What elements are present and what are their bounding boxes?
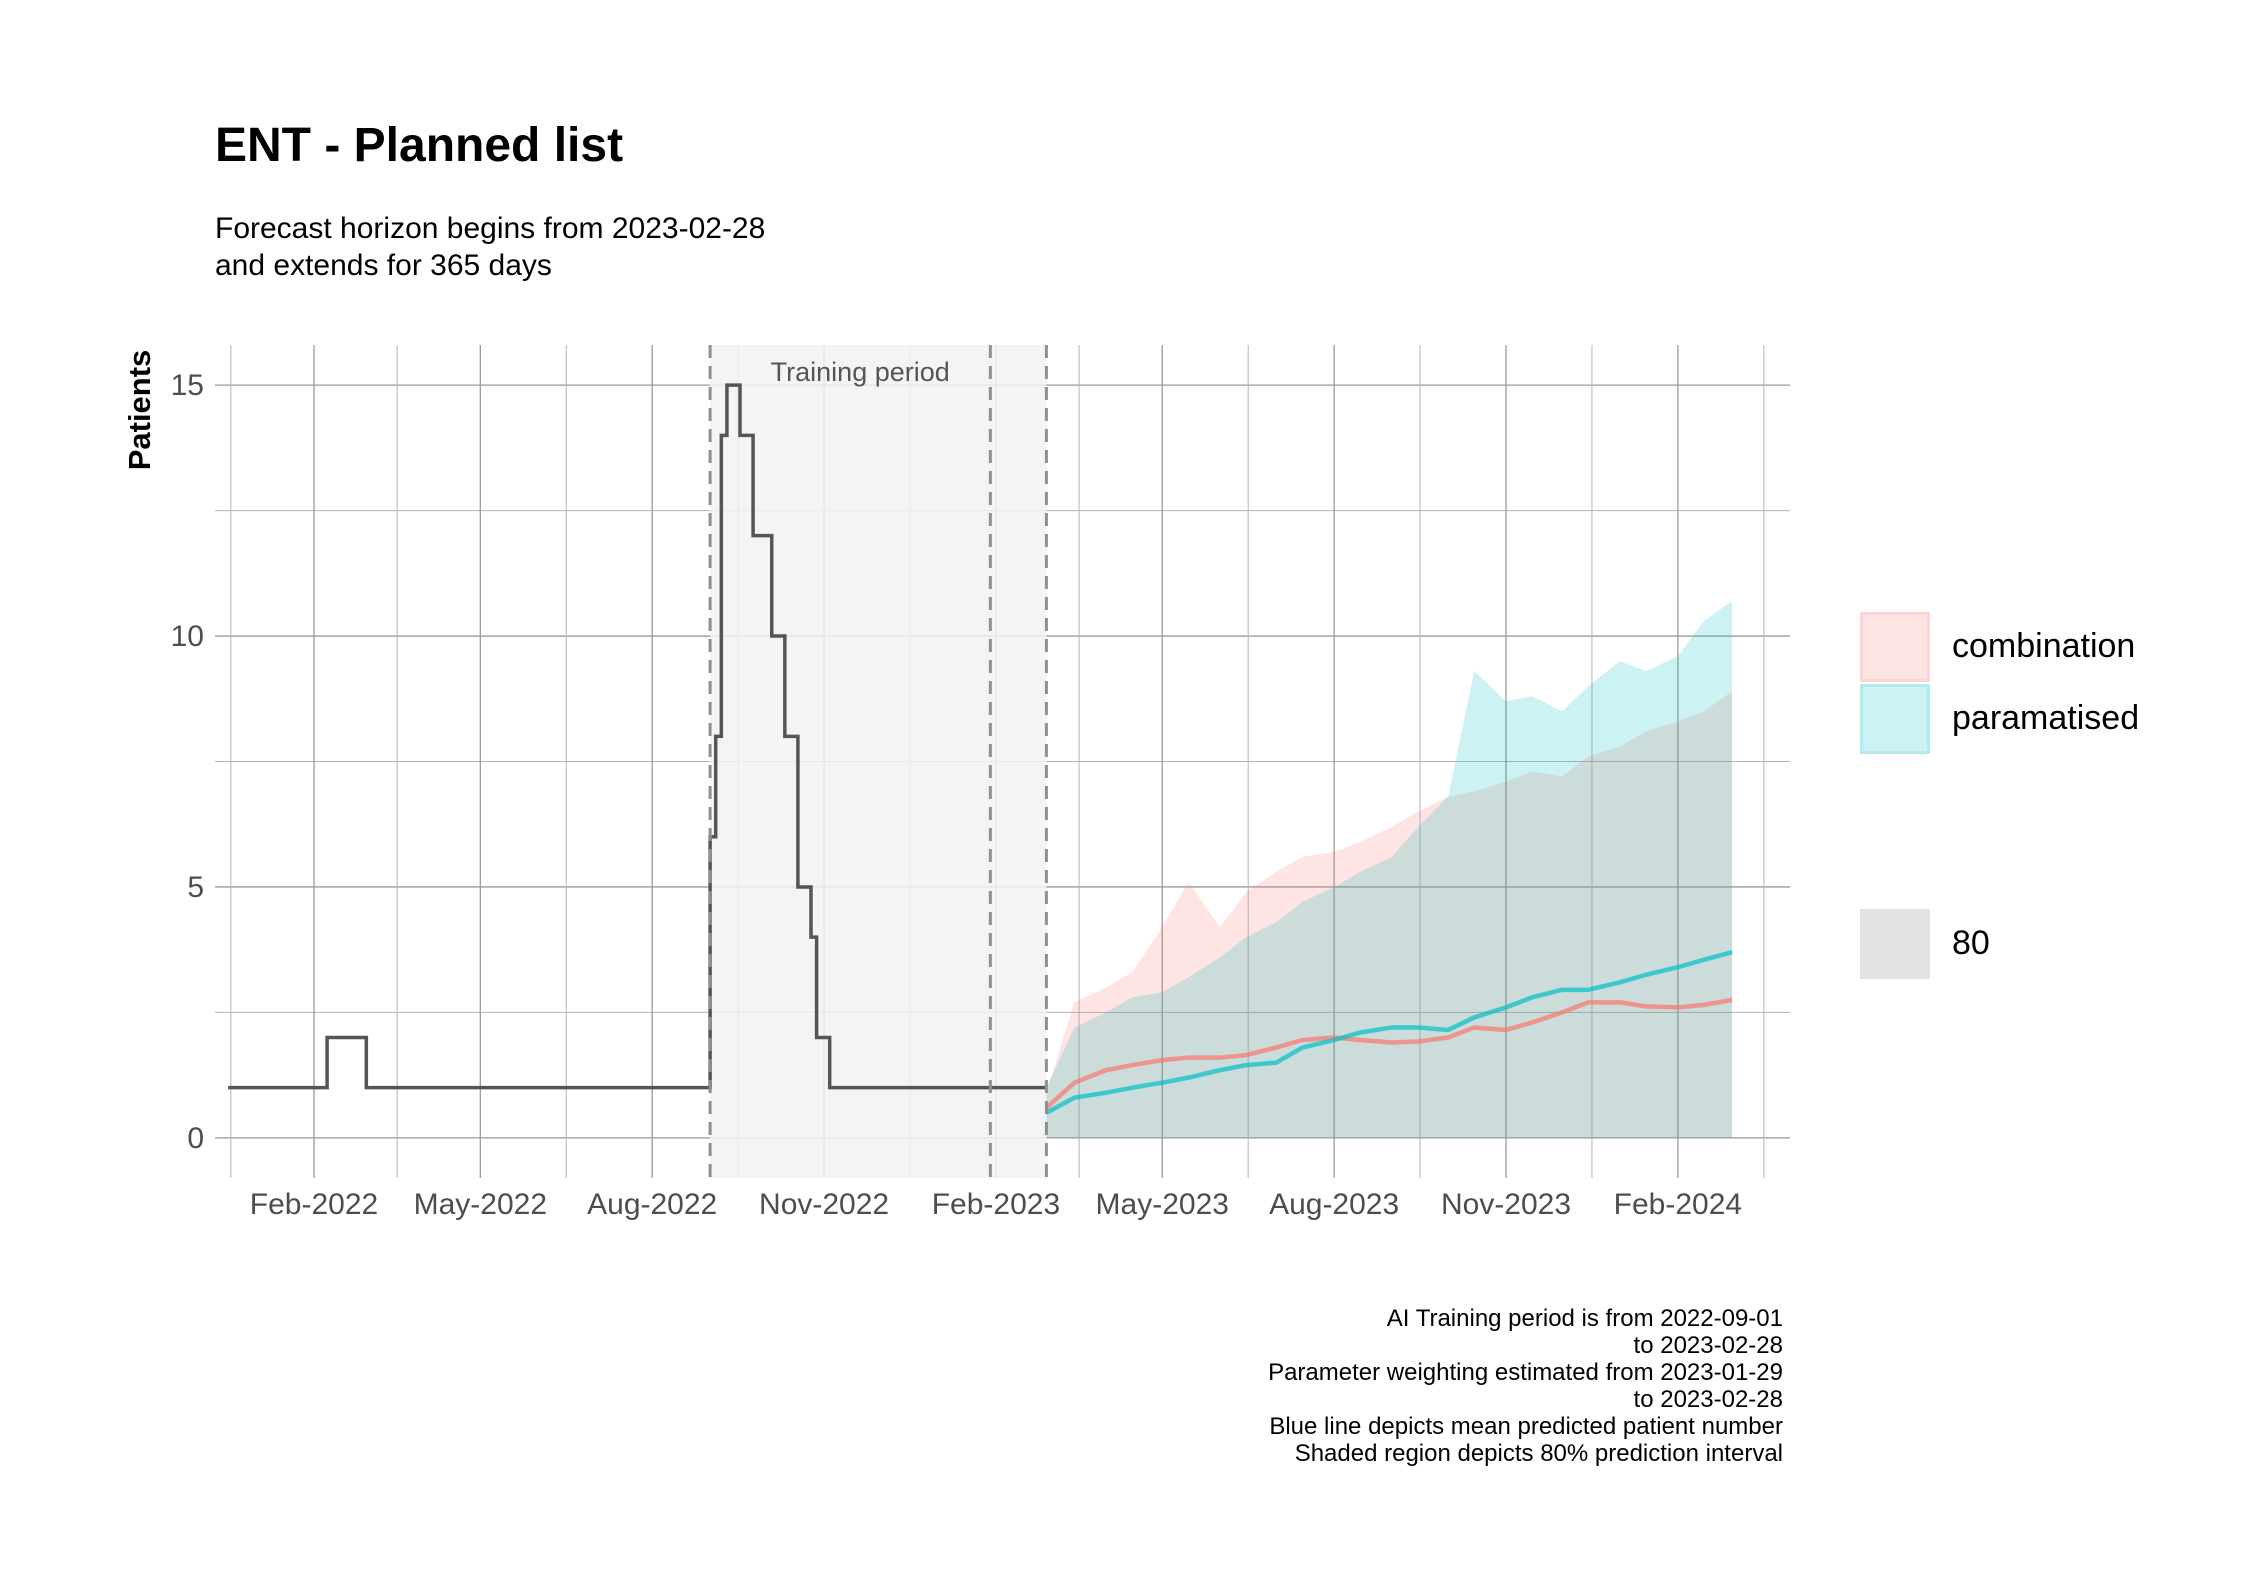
y-axis-ticks: 0 5 10 15 <box>171 369 204 1155</box>
y-tick-label: 5 <box>187 871 204 904</box>
x-tick-label: Feb-2024 <box>1614 1188 1742 1221</box>
legend-label-interval: 80 <box>1952 924 1990 962</box>
y-axis-label: Patients <box>122 350 157 471</box>
interval-band-paramatised <box>1046 600 1733 1138</box>
y-tick-label: 0 <box>187 1122 204 1155</box>
x-tick-label: Nov-2022 <box>759 1188 889 1221</box>
x-tick-label: Feb-2022 <box>250 1188 378 1221</box>
legend-label-paramatised: paramatised <box>1952 699 2140 737</box>
legend-label-combination: combination <box>1952 627 2136 665</box>
mean-lines <box>1044 950 1733 1115</box>
interval-band-combination <box>1046 691 1733 1138</box>
caption-line-4: to 2023-02-28 <box>1633 1386 1783 1413</box>
y-tick-label: 10 <box>171 620 204 653</box>
x-tick-label: May-2023 <box>1096 1188 1229 1221</box>
training-period-label: Training period <box>771 357 950 387</box>
observed-line <box>228 383 1047 1090</box>
mean-line-combination <box>1044 997 1733 1110</box>
caption-line-6: Shaded region depicts 80% prediction int… <box>1294 1440 1783 1467</box>
x-tick-label: May-2022 <box>414 1188 547 1221</box>
legend-key-interval <box>1860 909 1930 979</box>
x-axis-ticks: Feb-2022 May-2022 Aug-2022 Nov-2022 Feb-2023… <box>250 1188 1742 1221</box>
caption-line-3: Parameter weighting estimated from 2023-… <box>1268 1359 1783 1386</box>
observed-series-line <box>228 383 1047 1090</box>
x-tick-label: Feb-2023 <box>932 1188 1060 1221</box>
caption-line-5: Blue line depicts mean predicted patient… <box>1269 1413 1783 1440</box>
chart-title: ENT - Planned list <box>215 119 624 172</box>
caption-line-2: to 2023-02-28 <box>1633 1332 1783 1359</box>
chart-subtitle-line-1: Forecast horizon begins from 2023-02-28 <box>215 212 766 245</box>
x-tick-label: Nov-2023 <box>1441 1188 1571 1221</box>
training-period-shade <box>710 345 1047 1178</box>
legend-key-combination <box>1860 612 1930 682</box>
chart-subtitle-line-2: and extends for 365 days <box>215 249 552 282</box>
mean-line-paramatised <box>1045 950 1733 1115</box>
legend-key-paramatised <box>1860 684 1930 754</box>
x-tick-label: Aug-2023 <box>1269 1188 1399 1221</box>
x-tick-label: Aug-2022 <box>587 1188 717 1221</box>
prediction-intervals <box>1046 600 1733 1138</box>
training-period-markers <box>708 345 1048 1178</box>
caption-line-1: AI Training period is from 2022-09-01 <box>1386 1305 1783 1332</box>
y-tick-label: 15 <box>171 369 204 402</box>
